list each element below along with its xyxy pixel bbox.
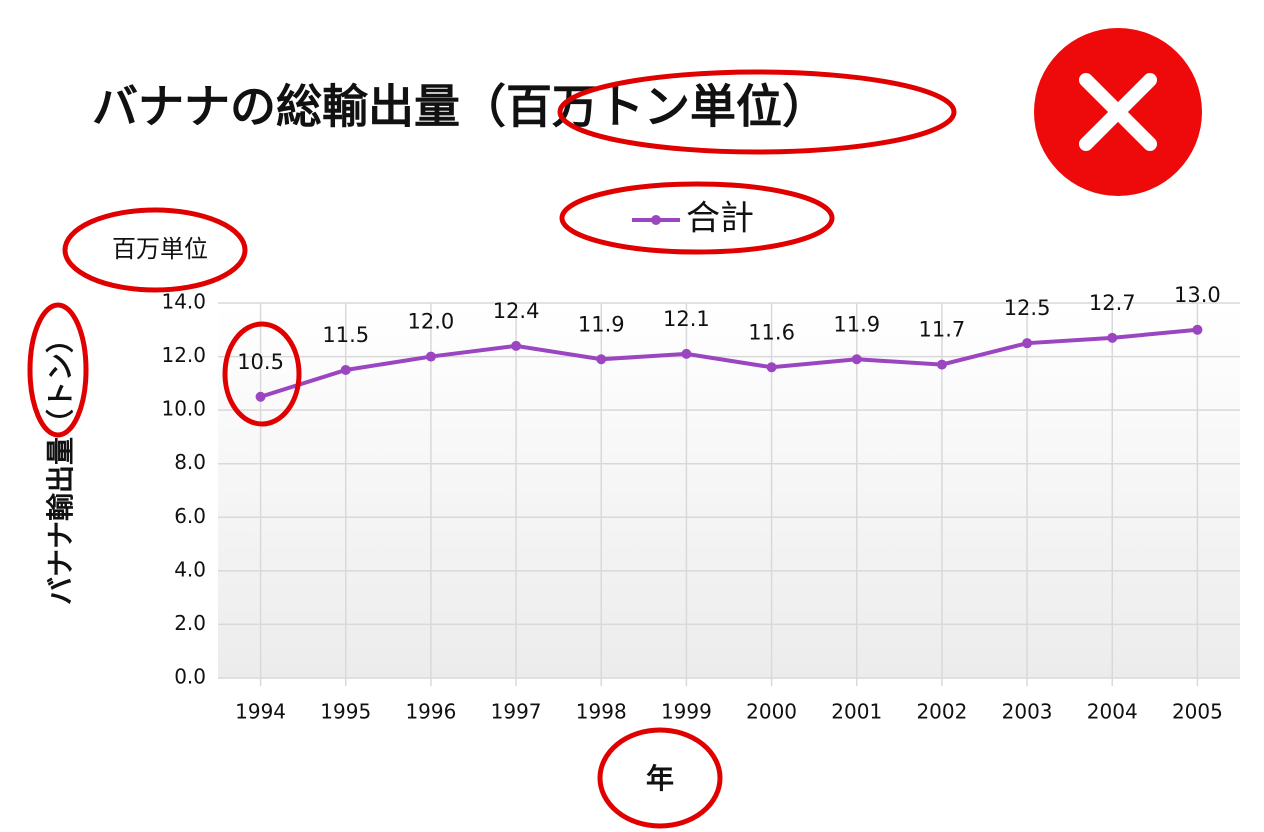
x-tick-label: 1994	[235, 700, 286, 724]
highlight-ring	[597, 727, 723, 829]
x-tick-label: 1997	[491, 700, 542, 724]
data-point	[1107, 332, 1118, 343]
legend-label: 合計	[686, 199, 754, 239]
data-label: 13.0	[1174, 283, 1221, 307]
data-label: 12.5	[1004, 296, 1051, 320]
plot-area	[218, 303, 1240, 678]
highlight-ring	[559, 181, 835, 255]
data-label: 11.5	[322, 323, 369, 347]
data-label: 11.9	[578, 312, 625, 336]
data-point	[596, 354, 607, 365]
data-point	[340, 364, 351, 375]
x-tick-label: 2003	[1002, 700, 1053, 724]
highlight-ring	[62, 207, 248, 293]
data-point	[511, 340, 522, 351]
x-tick-label: 1995	[320, 700, 371, 724]
y-tick-label: 12.0	[161, 343, 206, 367]
y-tick-label: 0.0	[174, 665, 206, 689]
x-tick-label: 2005	[1172, 700, 1223, 724]
legend-marker	[651, 215, 661, 225]
x-tick-label: 1996	[405, 700, 456, 724]
data-label: 12.1	[663, 307, 710, 331]
data-point	[1022, 338, 1033, 349]
y-tick-label: 6.0	[174, 504, 206, 528]
data-label: 10.5	[237, 350, 284, 374]
legend: 合計	[632, 199, 754, 239]
x-tick-label: 1998	[576, 700, 627, 724]
y-tick-label: 10.0	[161, 397, 206, 421]
data-point	[1192, 324, 1203, 335]
x-tick-label: 2004	[1087, 700, 1138, 724]
close-icon	[1079, 73, 1157, 151]
x-axis-label: 年	[646, 762, 674, 795]
series-line	[259, 327, 1198, 399]
highlight-ring	[27, 302, 89, 438]
y-tick-label: 2.0	[174, 611, 206, 635]
marks: 0.0 2.0 4.0 6.0 8.0 10.0 12.0 14.0 1994 1995 1996 1…	[161, 283, 1240, 724]
chart-title: バナナの総輸出量（百万トン単位）	[92, 80, 828, 134]
y-tick-label: 14.0	[161, 290, 206, 314]
y-tick-label: 4.0	[174, 557, 206, 581]
data-label: 12.4	[493, 299, 540, 323]
x-tick-label: 2000	[746, 700, 797, 724]
data-label: 12.7	[1089, 291, 1136, 315]
data-point	[936, 359, 947, 370]
data-label: 11.6	[748, 320, 795, 344]
data-label: 11.9	[833, 312, 880, 336]
data-point	[766, 362, 777, 373]
highlight-ring	[557, 69, 957, 155]
data-point	[425, 351, 436, 362]
annotations	[27, 28, 1202, 829]
highlight-ring	[222, 321, 302, 427]
data-point	[851, 354, 862, 365]
unit-label: 百万単位	[112, 235, 208, 263]
x-tick-label: 2001	[831, 700, 882, 724]
data-point	[255, 391, 266, 402]
y-axis-label: バナナ輸出量（トン）	[44, 325, 77, 605]
data-point	[681, 348, 692, 359]
x-tick-label: 1999	[661, 700, 712, 724]
y-tick-label: 8.0	[174, 450, 206, 474]
data-label: 11.7	[919, 318, 966, 342]
x-tick-label: 2002	[916, 700, 967, 724]
data-label: 12.0	[408, 310, 455, 334]
